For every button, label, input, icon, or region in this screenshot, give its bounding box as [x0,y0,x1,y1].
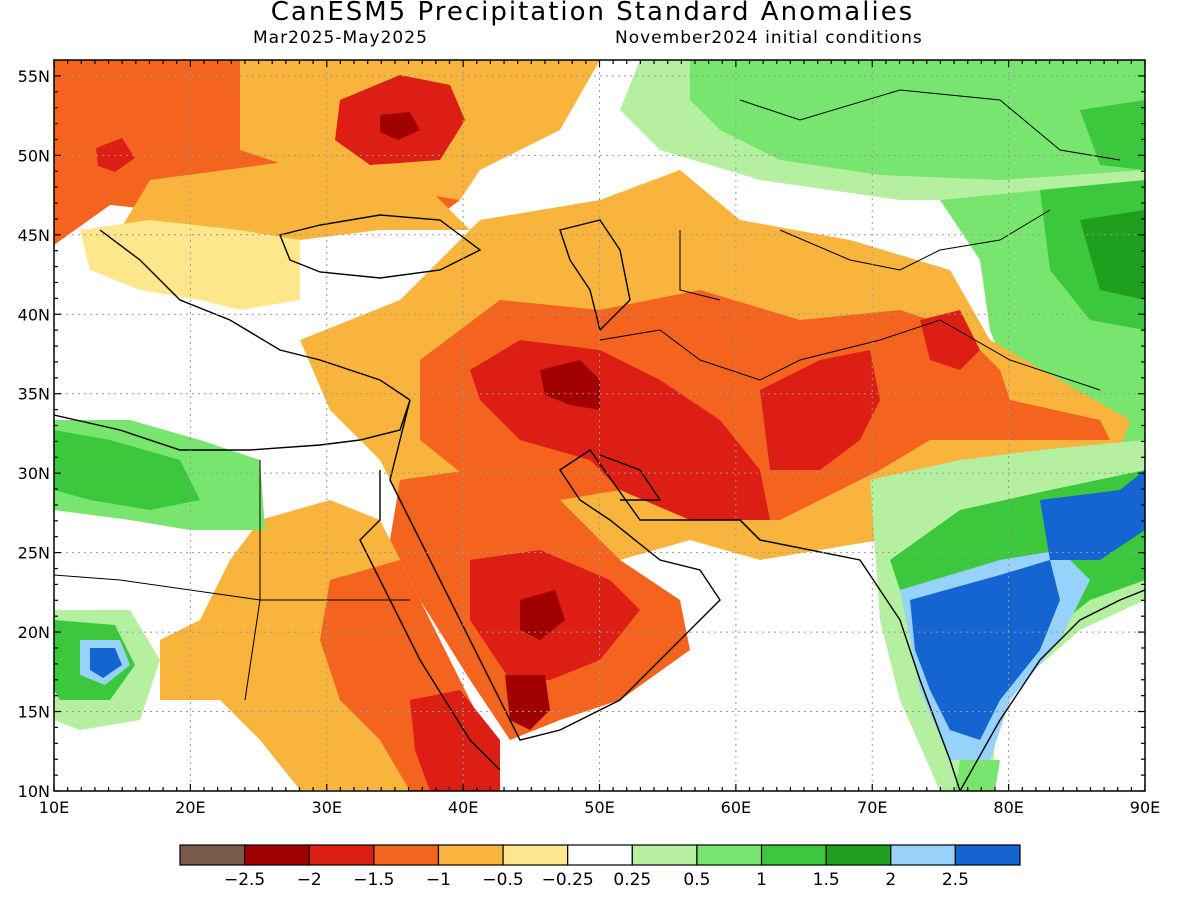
lon-label: 90E [1130,798,1160,817]
anomaly-region-iran-dark [540,360,600,410]
colorbar-swatch [244,844,310,866]
axis-ticks [53,60,1146,792]
colorbar-swatch [760,844,827,866]
colorbar-swatch [179,844,246,866]
lat-label: 25N [18,544,50,563]
colorbar-label: −1.5 [353,870,394,890]
colorbar-label: 2.5 [942,870,969,890]
colorbar-label: 2 [885,870,896,890]
lon-label: 70E [857,798,887,817]
colorbar-swatch [567,844,633,866]
anomaly-region-russia-dark [380,112,420,140]
lon-label: 50E [584,798,614,817]
colorbar-label: 0.5 [683,870,710,890]
colorbar-label: −1 [426,870,451,890]
colorbar: −2.5 −2 −1.5 −1 −0.5 −0.25 0.25 0.5 1 1.5 2 2.5 [179,844,1021,890]
lon-label: 10E [39,798,69,817]
lat-label: 15N [18,703,50,722]
lat-label: 10N [18,782,50,801]
colorbar-swatch [502,844,569,866]
colorbar-label: 1 [756,870,767,890]
colorbar-swatch [373,844,440,866]
lat-label: 50N [18,146,50,165]
lon-label: 20E [175,798,205,817]
colorbar-label: −2.5 [224,870,265,890]
forecast-period: Mar2025-May2025 [253,28,428,48]
anomaly-region-yemen-dark [505,675,550,730]
anomaly-region-arabia-dark [520,590,565,640]
colorbar-label: 0.25 [613,870,651,890]
colorbar-swatch [308,844,375,866]
lon-label: 30E [312,798,342,817]
lat-label: 55N [18,67,50,86]
anomaly-region-india-blue [910,560,1060,740]
colorbar-label: 1.5 [813,870,840,890]
colorbar-swatch [890,844,956,866]
colorbar-label: −2 [297,870,322,890]
anomaly-region-afghanistan [760,350,880,470]
lat-label: 30N [18,464,50,483]
colorbar-swatch [954,844,1021,866]
anomaly-region-mongolia-dark [1080,210,1145,300]
anomaly-region-siberia-strong [1080,100,1145,170]
colorbar-label: −0.5 [482,870,523,890]
coastlines [54,89,1145,791]
map-grid [54,60,1145,791]
anomaly-region-chad-peak [90,648,122,678]
colorbar-swatch [631,844,698,866]
lat-label: 40N [18,305,50,324]
anomaly-region-india-edge [955,760,1000,791]
anomaly-region-siberia-mid [690,60,1145,180]
lon-label: 40E [448,798,478,817]
colorbar-swatch [825,844,892,866]
colorbar-swatch [696,844,763,866]
lon-label: 60E [721,798,751,817]
lon-axis-labels: 10E 20E 30E 40E 50E 60E 70E 80E 90E [39,798,1160,817]
initial-conditions: November2024 initial conditions [615,28,923,48]
lat-axis-labels: 55N 50N 45N 40N 35N 30N 25N 20N 15N 10N [18,67,50,801]
anomaly-region-bangladesh-blue [1040,470,1145,560]
map-title: CanESM5 Precipitation Standard Anomalies [270,0,915,27]
colorbar-label: −0.25 [542,870,594,890]
colorbar-swatch [437,844,504,866]
anomaly-region-kashmir [920,310,980,370]
lat-label: 20N [18,623,50,642]
anomaly-region-ethiopia-core [410,690,500,791]
lon-label: 80E [993,798,1023,817]
anomaly-region-libya-strong [54,430,200,510]
lat-label: 45N [18,226,50,245]
lat-label: 35N [18,385,50,404]
